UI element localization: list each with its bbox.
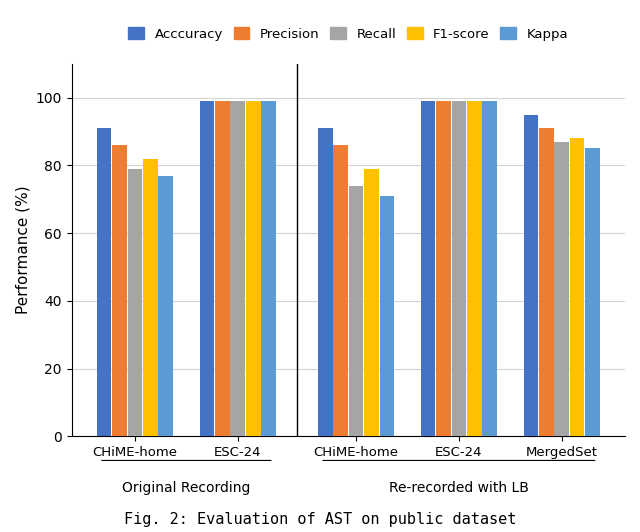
Bar <box>112 145 127 436</box>
Bar <box>215 101 230 436</box>
Bar <box>554 142 569 436</box>
Text: Fig. 2: Evaluation of AST on public dataset: Fig. 2: Evaluation of AST on public data… <box>124 512 516 527</box>
Bar <box>483 101 497 436</box>
Bar <box>97 128 111 436</box>
Bar <box>127 169 142 436</box>
Legend: Acccuracy, Precision, Recall, F1-score, Kappa: Acccuracy, Precision, Recall, F1-score, … <box>123 22 573 46</box>
Bar <box>420 101 435 436</box>
Bar <box>539 128 554 436</box>
Text: Re-recorded with LB: Re-recorded with LB <box>389 481 529 495</box>
Text: Original Recording: Original Recording <box>122 481 251 495</box>
Bar <box>318 128 333 436</box>
Bar <box>143 159 157 436</box>
Bar <box>159 176 173 436</box>
Bar <box>261 101 276 436</box>
Y-axis label: Performance (%): Performance (%) <box>15 186 30 314</box>
Bar <box>452 101 466 436</box>
Bar <box>333 145 348 436</box>
Bar <box>380 196 394 436</box>
Bar <box>364 169 379 436</box>
Bar <box>585 148 600 436</box>
Bar <box>524 114 538 436</box>
Bar <box>230 101 245 436</box>
Bar <box>246 101 260 436</box>
Bar <box>436 101 451 436</box>
Bar <box>570 138 584 436</box>
Bar <box>467 101 482 436</box>
Bar <box>349 186 364 436</box>
Bar <box>200 101 214 436</box>
